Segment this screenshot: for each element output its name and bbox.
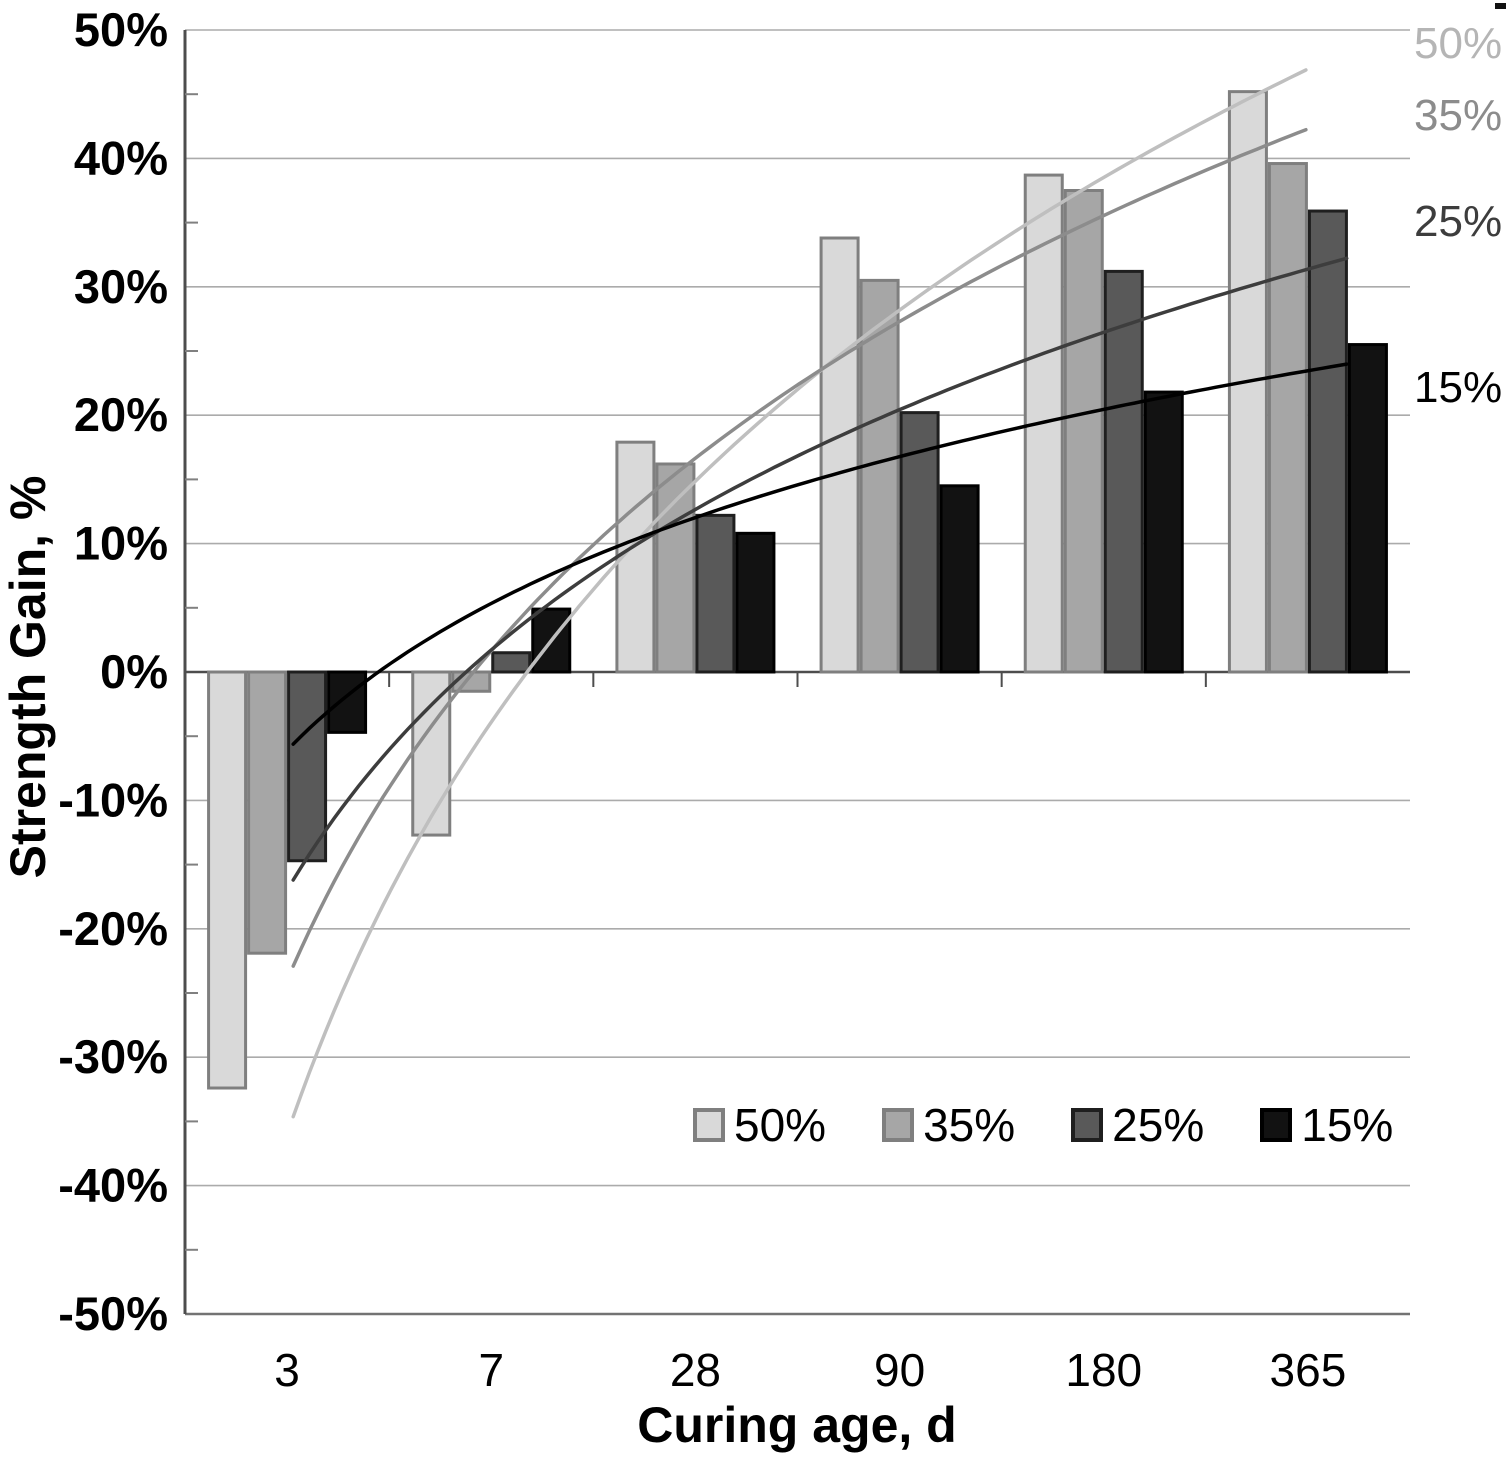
bar-35pct-age-180 [1063, 189, 1104, 674]
y-tick-label: 30% [74, 260, 168, 313]
bar-15pct-age-90 [939, 484, 980, 674]
bar-15pct-age-365 [1347, 343, 1388, 674]
y-tick-label: 20% [74, 388, 168, 441]
x-tick-label: 28 [670, 1344, 721, 1396]
legend-item-35pct: 35% [882, 1102, 1015, 1148]
bar-35pct-age-365 [1267, 162, 1308, 674]
y-tick-label: -10% [58, 773, 168, 826]
trendline-label-50pct: 50% [1414, 19, 1503, 68]
y-tick-label: 50% [74, 3, 168, 56]
y-tick-label: -20% [58, 902, 168, 955]
x-tick-label: 180 [1065, 1344, 1142, 1396]
bar-15pct-age-180 [1143, 390, 1184, 674]
bar-35pct-age-90 [859, 278, 900, 674]
x-tick-label: 3 [274, 1344, 300, 1396]
corner-artifact [1495, 3, 1506, 9]
y-tick-label: 10% [74, 517, 168, 570]
y-tick-label: -50% [58, 1287, 168, 1340]
y-tick-label: -40% [58, 1159, 168, 1212]
trendline-label-15pct: 15% [1414, 363, 1503, 412]
bar-25pct-age-28 [695, 513, 736, 674]
x-tick-label: 7 [478, 1344, 504, 1396]
legend-item-50pct: 50% [693, 1102, 826, 1148]
x-axis-title: Curing age, d [637, 1397, 957, 1453]
legend-swatch-icon [882, 1108, 915, 1142]
legend: 50% 35% 25% 15% [693, 1102, 1393, 1148]
bar-25pct-age-365 [1307, 209, 1348, 674]
trendline-35pct [291, 127, 1308, 968]
x-tick-label: 365 [1270, 1344, 1347, 1396]
bar-50pct-age-90 [819, 236, 860, 674]
bar-15pct-age-3 [327, 670, 368, 734]
trendline-label-35pct: 35% [1414, 91, 1503, 140]
legend-label: 15% [1301, 1099, 1394, 1151]
bar-35pct-age-28 [655, 462, 696, 674]
bar-50pct-age-7 [411, 670, 452, 837]
bar-25pct-age-180 [1103, 269, 1144, 674]
legend-label: 35% [923, 1099, 1016, 1151]
x-tick-label: 90 [874, 1344, 925, 1396]
legend-item-25pct: 25% [1071, 1102, 1204, 1148]
bar-25pct-age-7 [491, 651, 532, 674]
trendline-25pct [291, 256, 1349, 882]
legend-label: 25% [1112, 1099, 1205, 1151]
bar-50pct-age-3 [207, 670, 248, 1090]
bar-15pct-age-28 [735, 531, 776, 674]
y-tick-label: 40% [74, 131, 168, 184]
legend-swatch-icon [1260, 1108, 1293, 1142]
y-axis-title: Strength Gain, % [0, 475, 56, 879]
bar-25pct-age-3 [287, 670, 328, 863]
trendline-label-25pct: 25% [1414, 197, 1503, 246]
y-tick-label: -30% [58, 1030, 168, 1083]
trendline-15pct [291, 362, 1349, 746]
legend-label: 50% [734, 1099, 827, 1151]
bar-35pct-age-3 [247, 670, 288, 955]
legend-swatch-icon [1071, 1108, 1104, 1142]
trendline-50pct [291, 68, 1308, 1119]
y-tick-label: 0% [100, 645, 168, 698]
legend-swatch-icon [693, 1108, 725, 1142]
legend-item-15pct: 15% [1260, 1102, 1393, 1148]
